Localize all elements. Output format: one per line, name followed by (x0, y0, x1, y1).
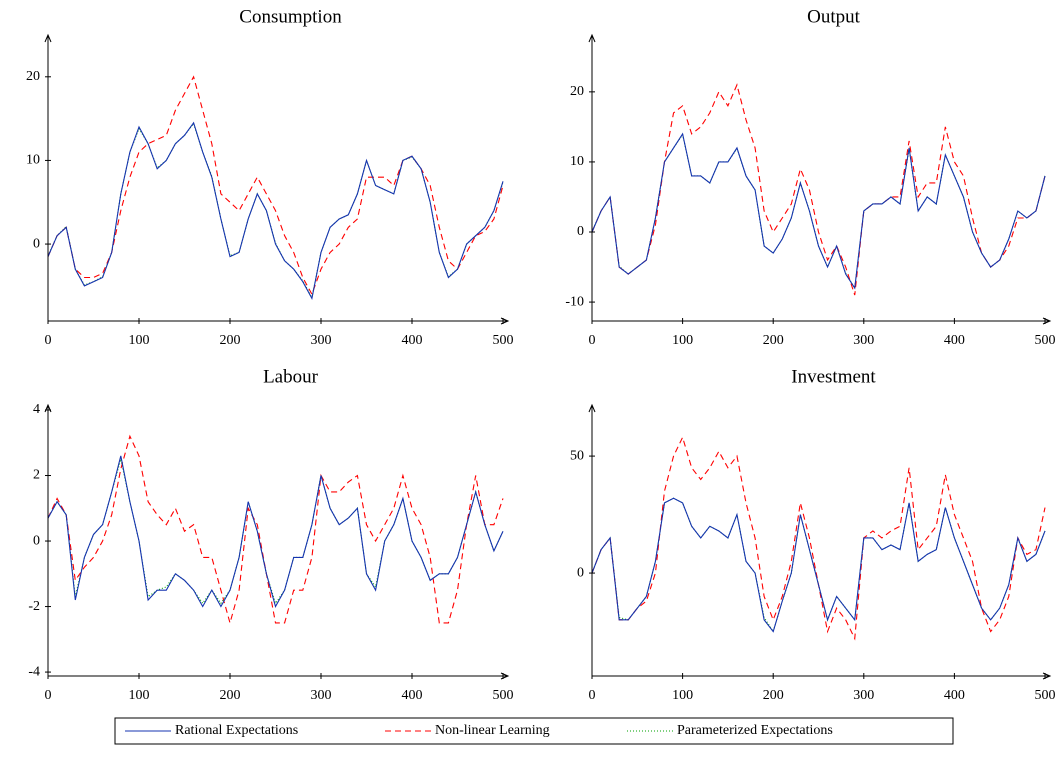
legend-label: Non-linear Learning (435, 723, 550, 738)
x-tick-label: 400 (402, 333, 423, 348)
x-tick-label: 200 (763, 333, 784, 348)
y-tick-label: 10 (26, 153, 40, 168)
legend: Rational Expectations Non-linear Learning… (114, 717, 954, 745)
series-line (591, 133, 1046, 290)
y-tick-label: 20 (26, 69, 40, 84)
series-line (47, 75, 504, 296)
y-axis-arrow (44, 33, 52, 43)
y-tick-label: 0 (577, 565, 584, 580)
y-tick-label: 0 (33, 533, 40, 548)
x-tick-label: 500 (1035, 688, 1056, 703)
series-line (47, 434, 504, 625)
x-tick-label: 0 (589, 333, 596, 348)
x-tick-label: 200 (220, 333, 241, 348)
x-tick-label: 100 (129, 333, 150, 348)
x-tick-label: 500 (493, 333, 514, 348)
x-tick-label: 400 (944, 333, 965, 348)
y-tick-label: 10 (570, 154, 584, 169)
y-axis-arrow (588, 403, 596, 413)
x-tick-label: 300 (853, 333, 874, 348)
x-tick-label: 500 (1035, 333, 1056, 348)
legend-label: Parameterized Expectations (677, 723, 833, 738)
series-line (591, 497, 1046, 633)
series-line (591, 435, 1046, 641)
x-tick-label: 300 (853, 688, 874, 703)
series-line (591, 132, 1046, 290)
legend-box (114, 717, 954, 745)
y-tick-label: 4 (33, 402, 40, 417)
chart-title: Consumption (239, 6, 342, 27)
y-tick-label: 50 (570, 448, 584, 463)
y-tick-label: -4 (28, 664, 40, 679)
y-tick-label: 2 (33, 468, 40, 483)
series-line (47, 458, 504, 605)
x-tick-label: 200 (220, 688, 241, 703)
x-tick-label: 400 (402, 688, 423, 703)
x-tick-label: 200 (763, 688, 784, 703)
x-tick-label: 0 (589, 688, 596, 703)
chart-title: Labour (263, 366, 319, 387)
y-axis-arrow (588, 33, 596, 43)
series-line (591, 83, 1046, 296)
x-tick-label: 100 (672, 333, 693, 348)
x-tick-label: 0 (45, 333, 52, 348)
y-tick-label: 0 (33, 236, 40, 251)
legend-label: Rational Expectations (175, 723, 298, 738)
series-line (47, 121, 504, 301)
series-line (591, 497, 1046, 633)
y-tick-label: 20 (570, 84, 584, 99)
x-tick-label: 0 (45, 688, 52, 703)
y-tick-label: 0 (577, 224, 584, 239)
x-tick-label: 500 (493, 688, 514, 703)
y-tick-label: -10 (565, 294, 584, 309)
chart-title: Investment (791, 366, 876, 387)
series-line (47, 455, 504, 608)
x-tick-label: 300 (311, 333, 332, 348)
y-tick-label: -2 (28, 599, 40, 614)
x-tick-label: 100 (672, 688, 693, 703)
x-tick-label: 300 (311, 688, 332, 703)
chart-title: Output (807, 6, 861, 27)
x-tick-label: 400 (944, 688, 965, 703)
x-tick-label: 100 (129, 688, 150, 703)
